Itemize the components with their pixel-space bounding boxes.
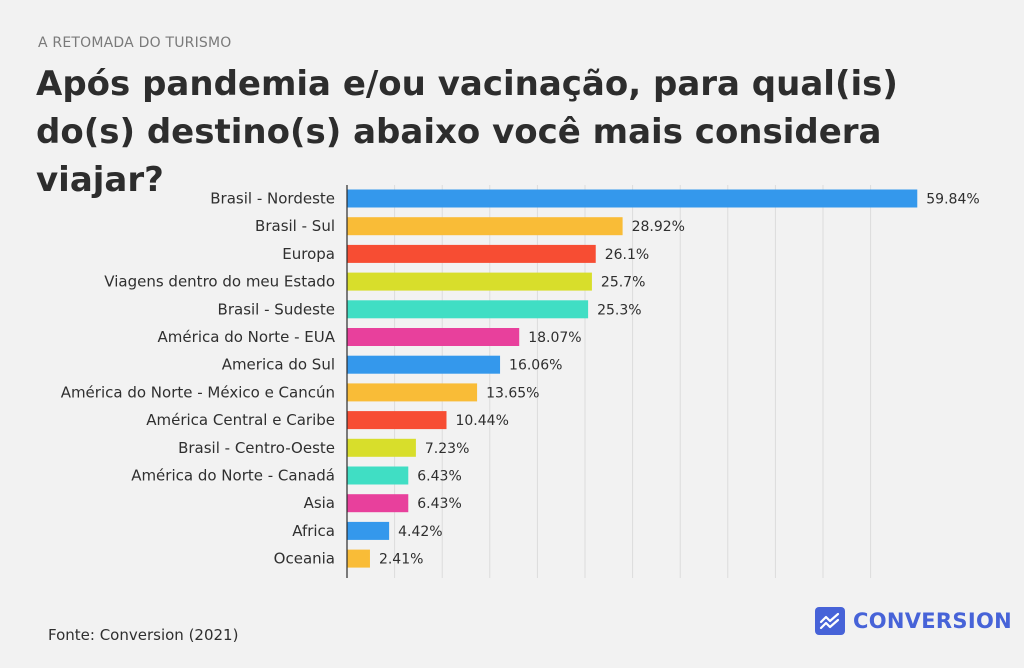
category-label: América do Norte - Canadá [131, 467, 335, 485]
value-label: 7.23% [425, 441, 469, 457]
category-label: Asia [304, 494, 335, 512]
bar [347, 300, 589, 319]
value-label: 2.41% [379, 552, 423, 568]
value-label: 10.44% [455, 413, 508, 429]
value-label: 59.84% [926, 192, 979, 208]
bar [347, 355, 501, 374]
category-label: Europa [282, 245, 335, 263]
bar [347, 549, 370, 568]
value-label: 26.1% [605, 247, 649, 263]
category-label: América do Norte - México e Cancún [61, 383, 335, 401]
bar [347, 217, 623, 236]
value-label: 13.65% [486, 385, 539, 401]
category-label: America do Sul [222, 356, 335, 374]
category-label: Oceania [274, 550, 335, 568]
value-label: 4.42% [398, 524, 442, 540]
brand-logo: CONVERSION [815, 607, 1012, 635]
category-label: América Central e Caribe [146, 411, 335, 429]
category-label: Africa [292, 522, 335, 540]
value-label: 25.3% [597, 302, 641, 318]
category-label: Viagens dentro do meu Estado [104, 273, 335, 291]
section-eyebrow: A RETOMADA DO TURISMO [38, 35, 232, 51]
category-label: América do Norte - EUA [158, 328, 336, 346]
value-label: 25.7% [601, 275, 645, 291]
value-label: 6.43% [417, 496, 461, 512]
category-label: Brasil - Sul [255, 217, 335, 235]
value-label: 16.06% [509, 358, 562, 374]
category-label: Brasil - Centro-Oeste [178, 439, 335, 457]
value-label: 18.07% [528, 330, 581, 346]
category-label: Brasil - Nordeste [210, 190, 335, 208]
bar [347, 189, 918, 208]
bar [347, 521, 390, 540]
category-label: Brasil - Sudeste [218, 300, 335, 318]
bar [347, 244, 596, 263]
value-label: 6.43% [417, 469, 461, 485]
bar [347, 466, 409, 485]
bar [347, 328, 520, 346]
bar [347, 383, 478, 402]
bar [347, 438, 416, 457]
chart-title: Após pandemia e/ou vacinação, para qual(… [36, 64, 898, 200]
bar [347, 494, 409, 513]
trend-line-icon [815, 607, 845, 635]
source-note: Fonte: Conversion (2021) [48, 626, 239, 644]
bar [347, 411, 447, 430]
brand-name: CONVERSION [853, 609, 1012, 633]
value-label: 28.92% [632, 219, 685, 235]
bar [347, 272, 592, 291]
